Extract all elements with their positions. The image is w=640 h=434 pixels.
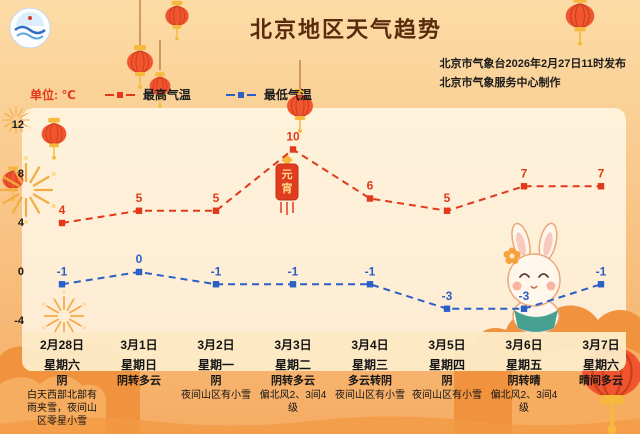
weather-label: 晴间多云 bbox=[579, 375, 623, 387]
page-title: 北京地区天气趋势 bbox=[250, 17, 443, 42]
weather-column: 阴转晴偏北风2、3间4级 bbox=[487, 372, 562, 415]
chart-panel bbox=[22, 108, 626, 332]
y-tick-label: 8 bbox=[17, 168, 24, 180]
weather-detail: 偏北风2、3间4级 bbox=[490, 390, 558, 414]
date-label: 3月5日 bbox=[428, 338, 466, 352]
weather-column: 阴夜间山区有小雪 bbox=[410, 372, 485, 402]
weather-label: 多云转阴 bbox=[348, 375, 392, 387]
weather-detail: 白天西部北部有雨夹雪，夜间山区零星小雪 bbox=[27, 390, 97, 427]
weather-band: 阴白天西部北部有雨夹雪，夜间山区零星小雪 阴转多云阴夜间山区有小雪 阴转多云 偏北风2… bbox=[22, 372, 626, 434]
weather-label: 阴转晴 bbox=[507, 375, 541, 387]
weather-label: 阴转多云 bbox=[271, 375, 315, 387]
weather-label: 阴转多云 bbox=[117, 375, 161, 387]
low-temp-legend-swatch bbox=[225, 91, 258, 98]
weather-detail: 夜间山区有小雪 bbox=[412, 390, 482, 401]
day-column: 2月28日星期六 bbox=[25, 332, 100, 373]
date-label: 3月1日 bbox=[120, 338, 158, 352]
weekday-label: 星期三 bbox=[351, 358, 388, 372]
weekday-label: 星期二 bbox=[274, 358, 311, 372]
date-label: 3月2日 bbox=[197, 338, 235, 352]
weekday-label: 星期四 bbox=[428, 358, 465, 372]
date-label: 3月3日 bbox=[274, 338, 312, 352]
legend-item-low: 最低气温 bbox=[225, 86, 312, 103]
weather-column: 阴转多云 bbox=[102, 372, 177, 388]
y-tick-label: -4 bbox=[14, 315, 24, 327]
legend: 单位: ℃ 最高气温 最低气温 bbox=[30, 86, 346, 103]
day-column: 3月3日星期二 bbox=[256, 332, 331, 373]
day-column: 3月7日星期六 bbox=[564, 332, 639, 373]
weather-column: 阴转多云偏北风2、3间4级 bbox=[256, 372, 331, 415]
weekday-label: 星期六 bbox=[582, 358, 619, 372]
day-column: 3月5日星期四 bbox=[410, 332, 485, 373]
weather-bureau-logo bbox=[8, 6, 52, 55]
legend-item-high: 最高气温 bbox=[104, 86, 191, 103]
day-column: 3月1日星期日 bbox=[102, 332, 177, 373]
date-label: 3月6日 bbox=[505, 338, 543, 352]
weather-column: 阴白天西部北部有雨夹雪，夜间山区零星小雪 bbox=[25, 372, 100, 428]
day-column: 3月2日星期一 bbox=[179, 332, 254, 373]
weekday-label: 星期一 bbox=[197, 358, 234, 372]
y-tick-label: 4 bbox=[17, 217, 24, 229]
lantern-icon bbox=[126, 44, 154, 90]
date-label: 2月28日 bbox=[39, 338, 85, 352]
y-axis-labels: 12 8 4 0 -4 bbox=[2, 108, 26, 332]
date-label: 3月4日 bbox=[351, 338, 389, 352]
date-band: 2月28日 星期六 3月1日 星期日 3月2日 星期一 3月3日 星期二 3月4日 星期三 3月5日… bbox=[22, 332, 626, 373]
weather-detail: 夜间山区有小雪 bbox=[181, 390, 251, 401]
weather-column: 晴间多云 bbox=[564, 372, 639, 388]
weather-label: 阴 bbox=[56, 375, 68, 387]
issue-line-1: 北京市气象台2026年2月27日11时发布 bbox=[439, 58, 626, 70]
issue-line-2: 北京市气象服务中心制作 bbox=[439, 76, 561, 89]
y-tick-label: 12 bbox=[11, 119, 24, 131]
lantern-icon bbox=[564, 0, 596, 47]
legend-label-low: 最低气温 bbox=[263, 88, 312, 102]
legend-label-high: 最高气温 bbox=[142, 88, 191, 102]
weather-column: 多云转阴夜间山区有小雪 bbox=[333, 372, 408, 402]
lantern-icon bbox=[164, 0, 190, 41]
y-tick-label: 0 bbox=[17, 266, 24, 278]
high-temp-legend-swatch bbox=[104, 91, 137, 98]
weather-detail: 偏北风2、3间4级 bbox=[259, 390, 327, 414]
weekday-label: 星期六 bbox=[43, 358, 80, 372]
weather-column: 阴夜间山区有小雪 bbox=[179, 372, 254, 402]
weather-label: 阴 bbox=[441, 375, 453, 387]
date-label: 3月7日 bbox=[582, 338, 620, 352]
day-column: 3月6日星期五 bbox=[487, 332, 562, 373]
weekday-label: 星期日 bbox=[120, 358, 157, 372]
weekday-label: 星期五 bbox=[505, 358, 542, 372]
weather-detail: 夜间山区有小雪 bbox=[335, 390, 405, 401]
issue-info: 北京市气象台2026年2月27日11时发布 北京市气象服务中心制作 bbox=[440, 55, 626, 92]
unit-label: 单位: ℃ bbox=[30, 88, 76, 102]
weather-label: 阴 bbox=[210, 375, 222, 387]
day-column: 3月4日星期三 bbox=[333, 332, 408, 373]
